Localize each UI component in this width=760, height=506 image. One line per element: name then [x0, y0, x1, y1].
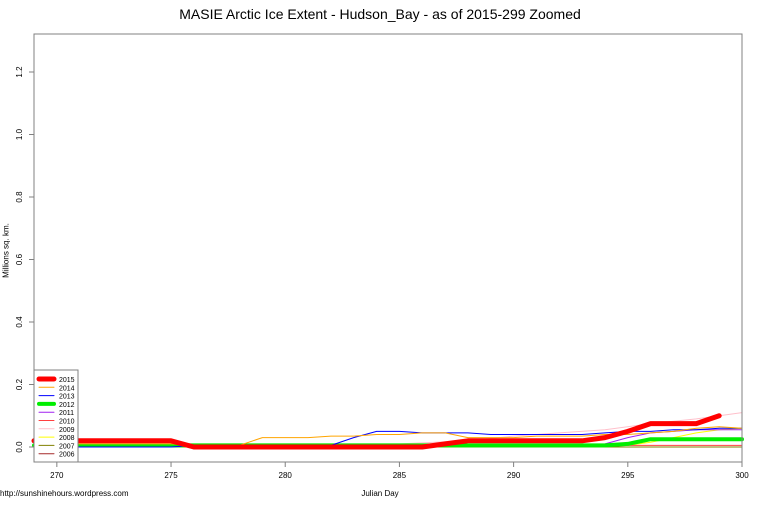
series-line-2015 [31, 413, 722, 450]
x-axis-label: Julian Day [361, 489, 399, 498]
y-tick-label: 1.2 [15, 66, 24, 78]
legend-label-2011: 2011 [59, 410, 74, 417]
plot-frame [33, 33, 743, 463]
x-tick-label: 285 [393, 471, 407, 480]
legend-label-2014: 2014 [59, 385, 75, 392]
y-axis: 0.0 0.2 0.4 0.6 0.8 1.0 1.2 [15, 66, 34, 453]
x-tick-label: 295 [621, 471, 635, 480]
chart-title: MASIE Arctic Ice Extent - Hudson_Bay - a… [179, 6, 581, 22]
legend-label-2009: 2009 [59, 427, 75, 434]
y-tick-label: 0.2 [15, 378, 24, 390]
credit-link[interactable]: http://sunshinehours.wordpress.com [0, 489, 129, 498]
legend-label-2012: 2012 [59, 402, 75, 409]
legend-label-2015: 2015 [59, 377, 75, 384]
y-tick-label: 0.6 [15, 253, 24, 265]
legend-label-2013: 2013 [59, 394, 75, 401]
x-tick-label: 270 [50, 471, 64, 480]
y-tick-label: 0.8 [15, 191, 24, 203]
series-layer [31, 412, 744, 450]
x-tick-label: 280 [279, 471, 293, 480]
legend-label-2006: 2006 [59, 452, 75, 459]
x-tick-label: 275 [164, 471, 178, 480]
x-tick-label: 300 [735, 471, 749, 480]
legend-box [33, 369, 79, 463]
y-tick-label: 0.0 [15, 441, 24, 453]
y-axis-label: Millions sq. km. [1, 223, 11, 278]
y-tick-label: 0.4 [15, 316, 24, 328]
x-tick-label: 290 [507, 471, 521, 480]
x-axis: 270 275 280 285 290 295 300 [50, 462, 749, 480]
legend-label-2010: 2010 [59, 419, 75, 426]
legend-label-2007: 2007 [59, 443, 75, 450]
legend-label-2008: 2008 [59, 435, 75, 442]
y-tick-label: 1.0 [15, 128, 24, 140]
